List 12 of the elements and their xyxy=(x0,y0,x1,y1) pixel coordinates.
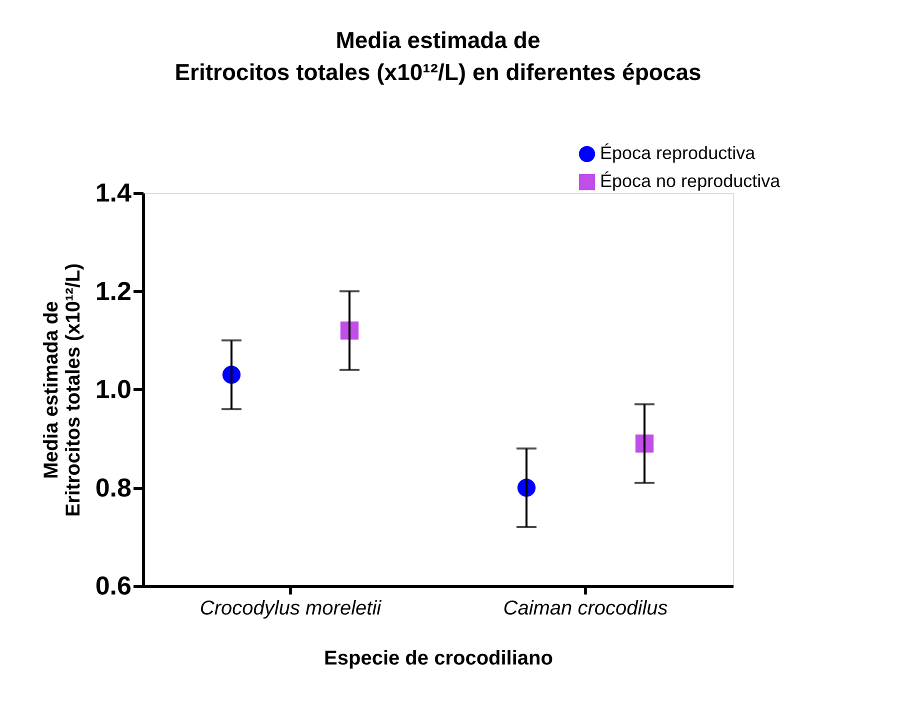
y-tick-label: 0.8 xyxy=(95,472,132,502)
y-tick-label: 1.2 xyxy=(95,276,132,306)
y-tick-label: 0.6 xyxy=(95,570,132,600)
y-tick-label: 1.0 xyxy=(95,374,132,404)
y-tick-label: 1.4 xyxy=(95,178,132,208)
x-tick-label: Crocodylus moreletii xyxy=(200,598,382,620)
chart-title: Media estimada de Eritrocitos totales (x10¹²/L) en diferentes épocas xyxy=(174,27,702,85)
legend-label: Época reproductiva xyxy=(600,143,756,163)
y-axis-title: Media estimada de Eritrocitos totales (x10¹²/L) xyxy=(40,263,84,517)
legend-label: Época no reproductiva xyxy=(600,171,782,191)
x-axis-title: Especie de crocodiliano xyxy=(324,648,553,670)
x-tick-label: Caiman crocodilus xyxy=(503,598,668,620)
